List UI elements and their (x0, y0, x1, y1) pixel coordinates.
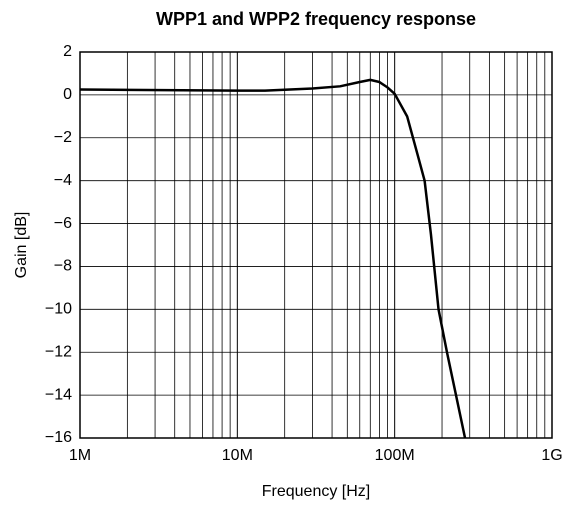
y-tick-label: −4 (54, 172, 72, 189)
x-axis-label: Frequency [Hz] (262, 483, 370, 500)
y-tick-label: −14 (45, 386, 72, 403)
y-axis-label: Gain [dB] (13, 212, 30, 279)
x-tick-label: 1M (69, 447, 91, 464)
x-tick-label: 10M (222, 447, 253, 464)
y-tick-label: 2 (63, 43, 72, 60)
y-tick-label: −2 (54, 129, 72, 146)
plot-frame (79, 51, 553, 439)
y-tick-label: −10 (45, 301, 72, 318)
x-tick-label: 100M (375, 447, 415, 464)
y-tick-label: −6 (54, 215, 72, 232)
chart-title: WPP1 and WPP2 frequency response (156, 9, 476, 29)
y-tick-label: −12 (45, 343, 72, 360)
y-tick-label: −8 (54, 258, 72, 275)
y-tick-label: −16 (45, 429, 72, 446)
x-tick-label: 1G (541, 447, 562, 464)
data-line (79, 78, 467, 439)
y-tick-label: 0 (63, 86, 72, 103)
